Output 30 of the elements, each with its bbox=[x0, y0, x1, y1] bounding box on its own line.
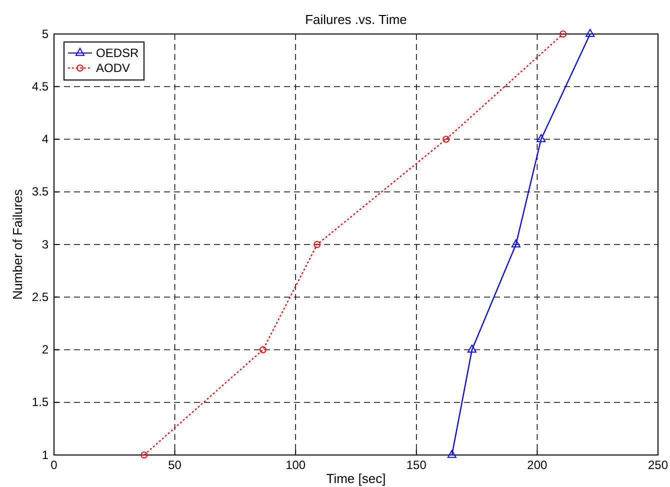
point bbox=[442, 136, 450, 143]
y-tick-label: 2 bbox=[42, 342, 49, 357]
y-tick-label: 1 bbox=[42, 448, 49, 462]
point bbox=[560, 30, 567, 38]
y-tick-label: 4 bbox=[42, 132, 49, 146]
y-tick-label: 3 bbox=[42, 237, 49, 252]
x-tick-label: 200 bbox=[527, 458, 548, 472]
x-tick-label: 150 bbox=[406, 458, 427, 472]
y-axis-title: Number of Failures bbox=[10, 188, 25, 300]
point bbox=[467, 344, 476, 353]
point bbox=[536, 134, 546, 142]
point bbox=[260, 346, 266, 354]
point bbox=[140, 452, 148, 458]
y-tick-label: 2.5 bbox=[32, 290, 49, 304]
y-tick-label: 1.5 bbox=[32, 395, 49, 410]
chart-title: Failures .vs. Time bbox=[305, 12, 407, 27]
y-tick-label: 4.5 bbox=[32, 79, 49, 94]
point bbox=[447, 450, 456, 458]
legend-label: AODV bbox=[96, 61, 130, 75]
x-tick-label: 250 bbox=[648, 458, 668, 472]
x-tick-label: 50 bbox=[168, 458, 182, 472]
y-tick-label: 3.5 bbox=[32, 184, 49, 199]
x-tick-label: 100 bbox=[286, 458, 306, 472]
point bbox=[511, 239, 520, 248]
legend-label: OEDSR bbox=[96, 46, 140, 60]
y-tick-label: 5 bbox=[42, 26, 49, 41]
x-tick-label: 0 bbox=[50, 458, 58, 472]
point bbox=[586, 28, 595, 37]
point bbox=[314, 241, 321, 248]
x-axis-title: Time [sec] bbox=[326, 471, 386, 486]
